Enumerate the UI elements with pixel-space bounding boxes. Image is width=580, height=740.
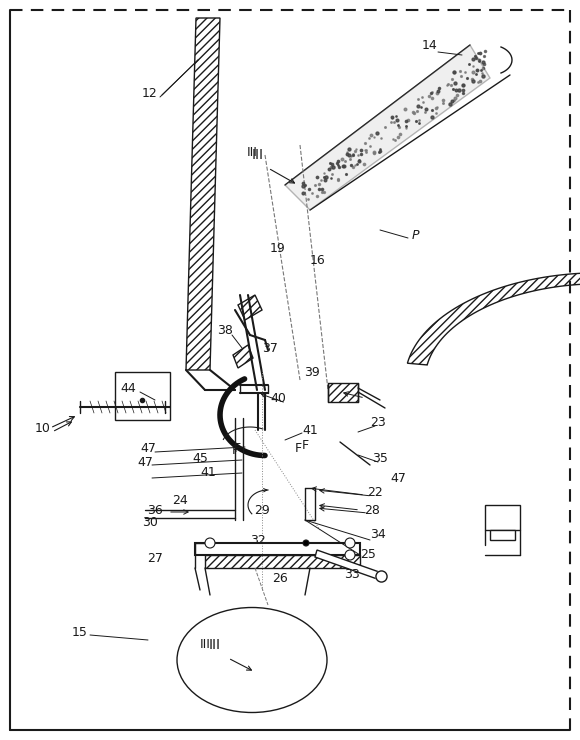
Circle shape bbox=[345, 550, 355, 560]
Text: 45: 45 bbox=[192, 451, 208, 465]
Text: 27: 27 bbox=[147, 551, 163, 565]
Text: 14: 14 bbox=[422, 38, 438, 52]
Text: 37: 37 bbox=[262, 341, 278, 354]
Text: 44: 44 bbox=[120, 382, 136, 394]
Text: 41: 41 bbox=[302, 423, 318, 437]
Text: F: F bbox=[295, 442, 302, 454]
Text: III: III bbox=[246, 146, 258, 158]
Text: 19: 19 bbox=[270, 241, 286, 255]
Text: 36: 36 bbox=[147, 503, 163, 517]
Text: 33: 33 bbox=[344, 568, 360, 582]
Text: 47: 47 bbox=[137, 456, 153, 468]
Bar bbox=[485, 505, 520, 530]
Polygon shape bbox=[315, 550, 382, 580]
Polygon shape bbox=[285, 45, 490, 210]
Text: 41: 41 bbox=[200, 465, 216, 479]
Text: 25: 25 bbox=[360, 548, 376, 562]
Text: 39: 39 bbox=[304, 366, 320, 378]
Text: F: F bbox=[302, 439, 309, 451]
Text: F: F bbox=[233, 442, 241, 454]
Text: 23: 23 bbox=[370, 415, 386, 428]
Text: 38: 38 bbox=[217, 323, 233, 337]
Text: III: III bbox=[252, 148, 264, 162]
Text: 34: 34 bbox=[370, 528, 386, 542]
Circle shape bbox=[345, 538, 355, 548]
Ellipse shape bbox=[177, 608, 327, 713]
Text: 30: 30 bbox=[142, 516, 158, 528]
Text: 24: 24 bbox=[172, 494, 188, 506]
Text: F: F bbox=[231, 443, 238, 457]
Bar bbox=[490, 530, 515, 540]
Text: 47: 47 bbox=[390, 471, 406, 485]
Text: 26: 26 bbox=[272, 571, 288, 585]
Text: 32: 32 bbox=[250, 534, 266, 547]
Text: 47: 47 bbox=[140, 442, 156, 454]
Text: 35: 35 bbox=[372, 451, 388, 465]
Circle shape bbox=[205, 538, 215, 548]
Text: 22: 22 bbox=[367, 485, 383, 499]
Text: 28: 28 bbox=[364, 503, 380, 517]
Text: III: III bbox=[209, 638, 221, 652]
Text: III: III bbox=[200, 639, 211, 651]
Text: 15: 15 bbox=[72, 625, 88, 639]
Text: 40: 40 bbox=[270, 391, 286, 405]
Bar bbox=[115, 372, 170, 420]
Text: 12: 12 bbox=[142, 87, 158, 99]
Text: P: P bbox=[411, 229, 419, 241]
Text: 29: 29 bbox=[254, 503, 270, 517]
Text: 16: 16 bbox=[310, 254, 326, 266]
Circle shape bbox=[303, 540, 309, 546]
Text: 10: 10 bbox=[35, 422, 51, 434]
